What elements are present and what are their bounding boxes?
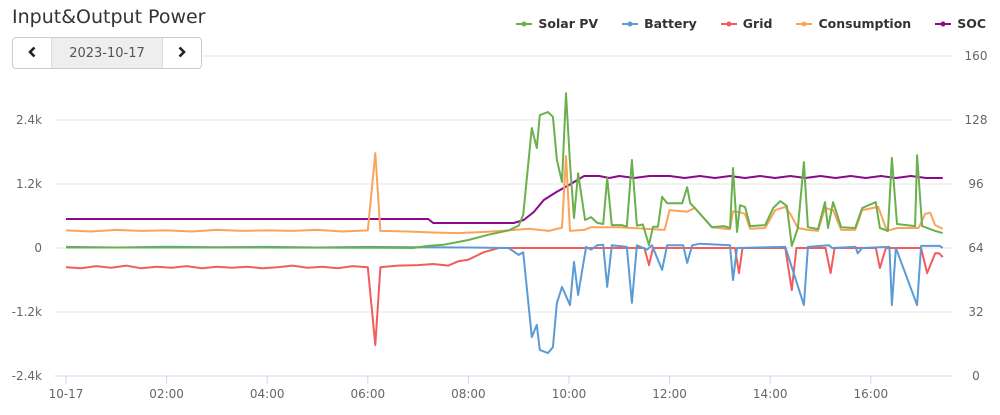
- x-tick-label: 10-17: [49, 387, 84, 401]
- legend-marker-icon: [622, 21, 639, 26]
- y-left-tick-label: 1.2k: [16, 177, 42, 191]
- chevron-right-icon: [177, 44, 187, 62]
- legend-item-solar-pv[interactable]: Solar PV: [516, 16, 598, 31]
- x-tick-label: 04:00: [250, 387, 285, 401]
- legend-item-soc[interactable]: SOC: [935, 16, 986, 31]
- y-right-tick-label: 96: [968, 177, 983, 191]
- y-left-tick-label: -2.4k: [12, 369, 42, 383]
- chart-title: Input&Output Power: [12, 6, 206, 28]
- series-lines: [65, 92, 944, 355]
- y-right-tick-label: 0: [972, 369, 980, 383]
- x-tick-label: 10:00: [552, 387, 587, 401]
- legend-marker-icon: [935, 21, 952, 26]
- x-tick-label: 16:00: [854, 387, 889, 401]
- y-right-tick-label: 128: [965, 113, 988, 127]
- chevron-left-icon: [27, 44, 37, 62]
- series-line-solar-pv[interactable]: [66, 92, 943, 249]
- date-navigator: 2023-10-17: [12, 37, 202, 69]
- series-line-consumption[interactable]: [65, 152, 944, 235]
- next-day-button[interactable]: [163, 38, 201, 68]
- y-right-tick-label: 160: [965, 49, 988, 63]
- x-tick-label: 14:00: [753, 387, 788, 401]
- legend-marker-icon: [516, 21, 533, 26]
- legend-label: SOC: [957, 16, 986, 31]
- series-line-grid[interactable]: [65, 247, 944, 347]
- y-left-tick-label: 0: [34, 241, 42, 255]
- x-tick-label: 08:00: [451, 387, 486, 401]
- series-line-soc[interactable]: [66, 175, 943, 224]
- date-field[interactable]: 2023-10-17: [51, 38, 163, 68]
- legend-marker-icon: [796, 21, 813, 26]
- y-left-tick-label: -1.2k: [12, 305, 42, 319]
- legend-label: Solar PV: [538, 16, 599, 31]
- gridlines: [55, 55, 952, 377]
- legend-label: Consumption: [818, 16, 912, 31]
- legend-label: Grid: [742, 16, 773, 31]
- x-tick-label: 06:00: [351, 387, 386, 401]
- legend-item-consumption[interactable]: Consumption: [796, 16, 911, 31]
- chart-legend: Solar PV Battery Grid Consumption SOC: [516, 16, 986, 31]
- x-tick-label: 02:00: [149, 387, 184, 401]
- y-left-tick-label: 2.4k: [16, 113, 42, 127]
- legend-marker-icon: [720, 21, 737, 26]
- legend-item-grid[interactable]: Grid: [720, 16, 773, 31]
- prev-day-button[interactable]: [13, 38, 51, 68]
- x-tick-label: 12:00: [652, 387, 687, 401]
- legend-label: Battery: [644, 16, 697, 31]
- y-right-tick-label: 64: [968, 241, 983, 255]
- legend-item-battery[interactable]: Battery: [622, 16, 697, 31]
- y-right-tick-label: 32: [968, 305, 983, 319]
- axes: 2.4k 1.2k 0 -1.2k -2.4k 160 128 96 64 32 0 10-17 02:…: [12, 49, 988, 401]
- series-line-battery[interactable]: [65, 242, 944, 355]
